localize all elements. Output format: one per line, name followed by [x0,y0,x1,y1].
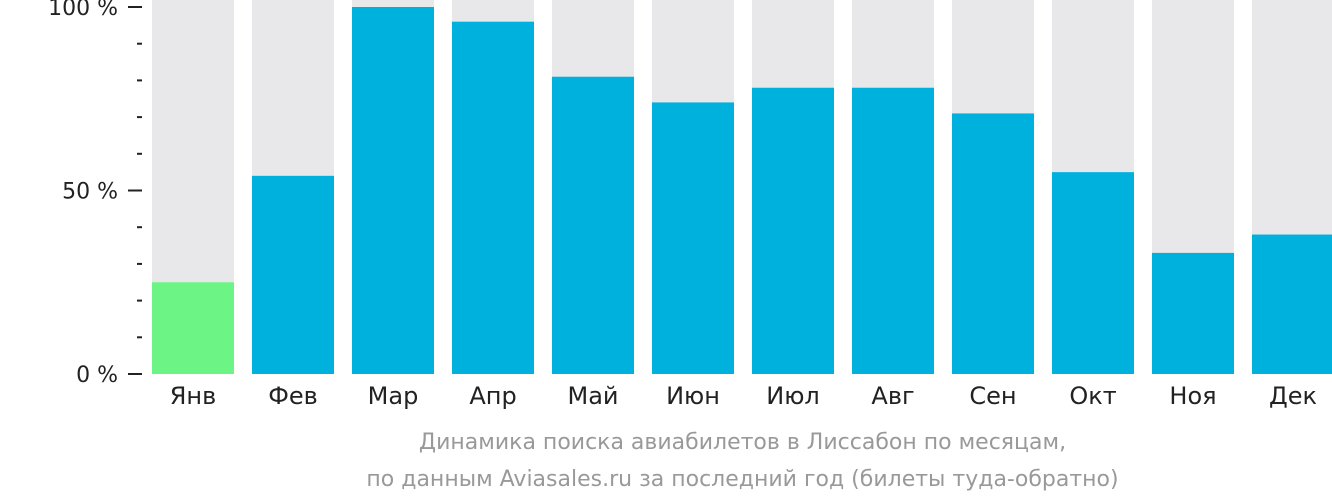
y-tick-label: 50 % [62,180,118,205]
x-tick-label: Июн [666,382,720,410]
y-axis: 0 % 50 % 100 % [48,0,142,388]
bar-11 [1152,252,1234,374]
chart-caption-line-2: по данным Aviasales.ru за последний год … [366,467,1119,492]
y-tick-label: 100 % [48,0,118,21]
bar-5 [552,76,634,374]
x-tick-label: Сен [969,382,1016,410]
x-tick-label: Окт [1069,382,1116,410]
x-tick-label: Май [567,382,618,410]
bar-3 [352,7,434,374]
bar-12 [1252,234,1332,374]
bars [152,0,1332,375]
x-tick-label: Ноя [1169,382,1216,410]
chart-caption-line-1: Динамика поиска авиабилетов в Лиссабон п… [418,430,1067,455]
bar-9 [952,113,1034,375]
x-tick-label: Мар [368,382,419,410]
bar-10 [1052,172,1134,374]
bar-6 [652,102,734,375]
bar-8 [852,87,934,375]
bar-4 [452,21,534,375]
x-tick-label: Июл [766,382,820,410]
x-tick-label: Апр [469,382,516,410]
x-axis: Янв Фев Мар Апр Май Июн Июл Авг Сен Окт Ноя Дек [170,382,1317,410]
bar-1 [152,282,234,374]
x-tick-label: Дек [1269,382,1317,410]
x-tick-label: Янв [170,382,217,410]
bar-2 [252,175,334,374]
x-tick-label: Фев [268,382,318,410]
bar-7 [752,87,834,375]
x-tick-label: Авг [871,382,914,410]
search-dynamics-chart: 0 % 50 % 100 % Янв Фев Мар Апр Май Июн Июл Авг Сен… [48,0,1332,410]
y-tick-label: 0 % [76,363,118,388]
